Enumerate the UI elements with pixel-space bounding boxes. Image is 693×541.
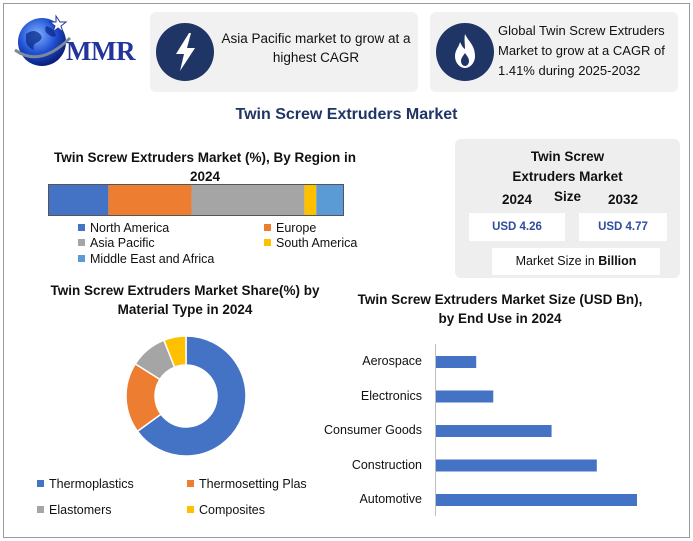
enduse-label-consumer-goods: Consumer Goods	[324, 423, 422, 437]
region-segment-middle-east-and-africa	[316, 185, 343, 215]
region-stacked-bar-chart	[48, 184, 344, 216]
globe-icon	[14, 14, 72, 66]
enduse-label-electronics: Electronics	[360, 388, 422, 403]
donut-slice-composites	[162, 335, 187, 369]
infographic-frame	[3, 3, 690, 538]
legend-label: Composites	[199, 503, 265, 517]
enduse-bar-automotive	[436, 494, 637, 506]
lightning-icon	[156, 23, 214, 81]
page-title: Twin Screw Extruders Market	[235, 106, 458, 123]
region-legend-item: South America	[264, 236, 357, 250]
region-segment-europe	[108, 185, 192, 215]
highlight-card-2: Global Twin Screw Extruders Market to gr…	[430, 12, 678, 92]
material-legend-item: Thermosetting Plas	[187, 477, 307, 491]
highlight-card-1: Asia Pacific market to grow at a highest…	[150, 12, 418, 92]
legend-label: Asia Pacific	[90, 236, 155, 250]
legend-label: South America	[276, 236, 358, 250]
region-bar-border	[48, 184, 344, 216]
legend-swatch	[78, 255, 85, 262]
region-legend-item: Europe	[264, 221, 316, 235]
material-chart-title: Twin Screw Extruders Market Share(%) by …	[50, 283, 320, 317]
region-legend-item: Middle East and Africa	[78, 252, 214, 266]
enduse-bar-aerospace	[436, 356, 477, 368]
region-segment-asia-pacific	[191, 185, 305, 215]
legend-swatch	[187, 480, 194, 487]
enduse-bar-electronics	[436, 390, 494, 403]
legend-label: Middle East and Africa	[90, 252, 215, 266]
value-2024: USD 4.26	[469, 213, 565, 241]
region-segment-south-america	[304, 185, 317, 215]
year-2032: 2032	[607, 192, 639, 207]
mmr-logo: MMR	[12, 12, 144, 74]
legend-swatch	[264, 239, 271, 246]
flame-icon	[436, 23, 494, 81]
legend-swatch	[37, 480, 44, 487]
legend-label: Europe	[276, 221, 317, 235]
region-segment-north-america	[49, 185, 109, 215]
unit-prefix: Market Size in	[515, 254, 599, 268]
enduse-chart-title: Twin Screw Extruders Market Size (USD Bn…	[357, 292, 643, 326]
legend-swatch	[78, 239, 85, 246]
market-size-title: Twin Screw Extruders Market Size	[512, 149, 623, 204]
enduse-bar-consumer-goods	[436, 425, 552, 437]
enduse-label-construction: Construction	[351, 457, 422, 472]
legend-swatch	[187, 506, 194, 513]
legend-label: Thermoplastics	[49, 477, 134, 491]
highlight-text-1: Asia Pacific market to grow at a highest…	[221, 31, 411, 65]
legend-label: Thermosetting Plas	[199, 477, 307, 491]
value-2032: USD 4.77	[579, 213, 667, 241]
material-legend-item: Composites	[187, 503, 265, 517]
unit-bold: Billion	[598, 254, 637, 268]
legend-swatch	[264, 224, 271, 231]
enduse-bar-construction	[436, 459, 597, 472]
material-donut-chart	[125, 335, 247, 457]
logo-text: MMR	[66, 36, 135, 66]
material-legend-item: Thermoplastics	[37, 477, 134, 491]
enduse-bar-chart	[435, 344, 637, 516]
highlight-text-2: Global Twin Screw Extruders Market to gr…	[498, 23, 665, 78]
region-chart-title: Twin Screw Extruders Market (%), By Regi…	[53, 150, 357, 184]
enduse-label-automotive: Automotive	[359, 492, 422, 506]
donut-slice-thermoplastics	[136, 335, 247, 457]
region-legend-item: North America	[78, 221, 169, 235]
legend-label: North America	[90, 221, 170, 235]
year-2024: 2024	[501, 192, 533, 207]
enduse-label-aerospace: Aerospace	[362, 354, 422, 368]
region-legend-item: Asia Pacific	[78, 236, 155, 250]
legend-swatch	[37, 506, 44, 513]
market-size-unit: Market Size in Billion	[492, 248, 660, 275]
legend-swatch	[78, 224, 85, 231]
legend-label: Elastomers	[49, 503, 112, 517]
material-legend-item: Elastomers	[37, 503, 112, 517]
